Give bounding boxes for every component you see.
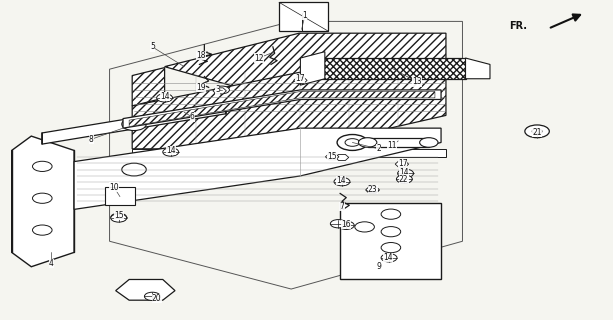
- Circle shape: [157, 94, 172, 102]
- Polygon shape: [340, 203, 441, 279]
- Text: 20: 20: [152, 294, 161, 303]
- Polygon shape: [74, 128, 441, 209]
- Text: 15: 15: [114, 211, 124, 220]
- Polygon shape: [279, 2, 328, 31]
- Polygon shape: [116, 279, 175, 300]
- Circle shape: [215, 86, 229, 94]
- Circle shape: [398, 169, 414, 178]
- Text: 6: 6: [189, 113, 194, 122]
- Text: 19: 19: [196, 83, 205, 92]
- Text: 5: 5: [150, 42, 155, 52]
- Circle shape: [32, 193, 52, 203]
- Polygon shape: [366, 187, 379, 193]
- Text: 11: 11: [387, 141, 397, 150]
- Text: 14: 14: [337, 176, 346, 185]
- Polygon shape: [300, 52, 325, 85]
- Text: 17: 17: [398, 159, 407, 168]
- Text: 7: 7: [340, 202, 345, 211]
- Circle shape: [381, 254, 397, 262]
- Circle shape: [355, 222, 375, 232]
- Text: 10: 10: [109, 183, 119, 192]
- Circle shape: [381, 209, 401, 219]
- Circle shape: [32, 161, 52, 172]
- Circle shape: [345, 139, 360, 146]
- Polygon shape: [368, 138, 429, 147]
- Text: 1: 1: [302, 11, 307, 20]
- Circle shape: [337, 134, 368, 150]
- Circle shape: [420, 138, 438, 147]
- Polygon shape: [12, 136, 74, 267]
- Circle shape: [525, 125, 549, 138]
- Circle shape: [122, 118, 147, 131]
- Polygon shape: [335, 155, 349, 161]
- Polygon shape: [165, 33, 446, 105]
- Text: 2: 2: [376, 144, 381, 153]
- Polygon shape: [294, 77, 307, 84]
- Polygon shape: [132, 68, 165, 106]
- Circle shape: [381, 243, 401, 253]
- Circle shape: [359, 138, 377, 147]
- Circle shape: [397, 175, 413, 183]
- Text: 12: 12: [254, 53, 264, 62]
- Polygon shape: [105, 187, 135, 204]
- Text: 8: 8: [89, 135, 94, 144]
- Circle shape: [381, 227, 401, 237]
- Circle shape: [338, 221, 354, 229]
- Polygon shape: [398, 177, 411, 183]
- Text: 14: 14: [160, 92, 169, 101]
- Polygon shape: [42, 103, 226, 144]
- Circle shape: [334, 178, 350, 186]
- Circle shape: [532, 129, 542, 134]
- Text: 14: 14: [400, 168, 409, 177]
- Text: 23: 23: [368, 185, 378, 194]
- Text: 13: 13: [412, 77, 421, 86]
- Text: 9: 9: [376, 262, 381, 271]
- Polygon shape: [366, 187, 379, 193]
- Polygon shape: [123, 90, 441, 128]
- Circle shape: [122, 163, 147, 176]
- Text: 17: 17: [295, 74, 305, 83]
- Polygon shape: [465, 58, 490, 79]
- Text: 22: 22: [399, 175, 408, 184]
- Polygon shape: [213, 88, 226, 94]
- Polygon shape: [132, 72, 446, 149]
- Circle shape: [111, 213, 127, 221]
- Circle shape: [111, 214, 127, 222]
- Text: 4: 4: [49, 259, 54, 268]
- Polygon shape: [132, 149, 446, 157]
- Polygon shape: [129, 92, 435, 126]
- Text: 18: 18: [196, 51, 205, 60]
- Text: 3: 3: [215, 85, 220, 94]
- Circle shape: [163, 148, 178, 156]
- Text: 21: 21: [532, 128, 542, 137]
- Circle shape: [145, 292, 161, 300]
- Text: 15: 15: [327, 152, 337, 161]
- Circle shape: [330, 220, 346, 228]
- Text: FR.: FR.: [509, 21, 527, 31]
- Polygon shape: [319, 58, 465, 79]
- Polygon shape: [326, 154, 339, 160]
- Polygon shape: [395, 161, 409, 167]
- Text: 14: 14: [166, 146, 175, 155]
- Text: 16: 16: [341, 220, 351, 229]
- Circle shape: [32, 225, 52, 235]
- Text: 14: 14: [383, 253, 393, 262]
